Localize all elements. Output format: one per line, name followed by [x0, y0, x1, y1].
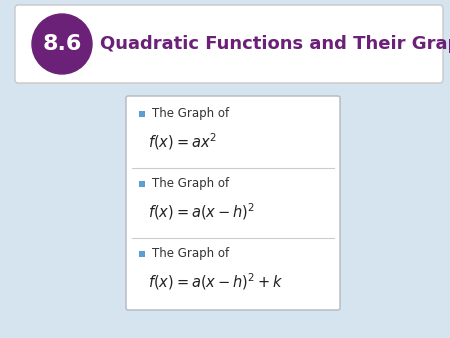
Text: $f(x) = a(x - h)^2$: $f(x) = a(x - h)^2$ [148, 202, 255, 222]
Text: $f(x) = a(x - h)^2 + k$: $f(x) = a(x - h)^2 + k$ [148, 272, 284, 292]
FancyBboxPatch shape [15, 5, 443, 83]
Bar [139, 251, 145, 257]
Text: $f(x) = ax^2$: $f(x) = ax^2$ [148, 131, 217, 152]
Text: The Graph of: The Graph of [152, 177, 229, 191]
Circle shape [32, 14, 92, 74]
Bar [139, 111, 145, 117]
Text: Quadratic Functions and Their Graphs: Quadratic Functions and Their Graphs [100, 35, 450, 53]
Text: The Graph of: The Graph of [152, 247, 229, 261]
Text: 8.6: 8.6 [42, 34, 82, 54]
Bar [139, 181, 145, 187]
Text: The Graph of: The Graph of [152, 107, 229, 121]
FancyBboxPatch shape [126, 96, 340, 310]
